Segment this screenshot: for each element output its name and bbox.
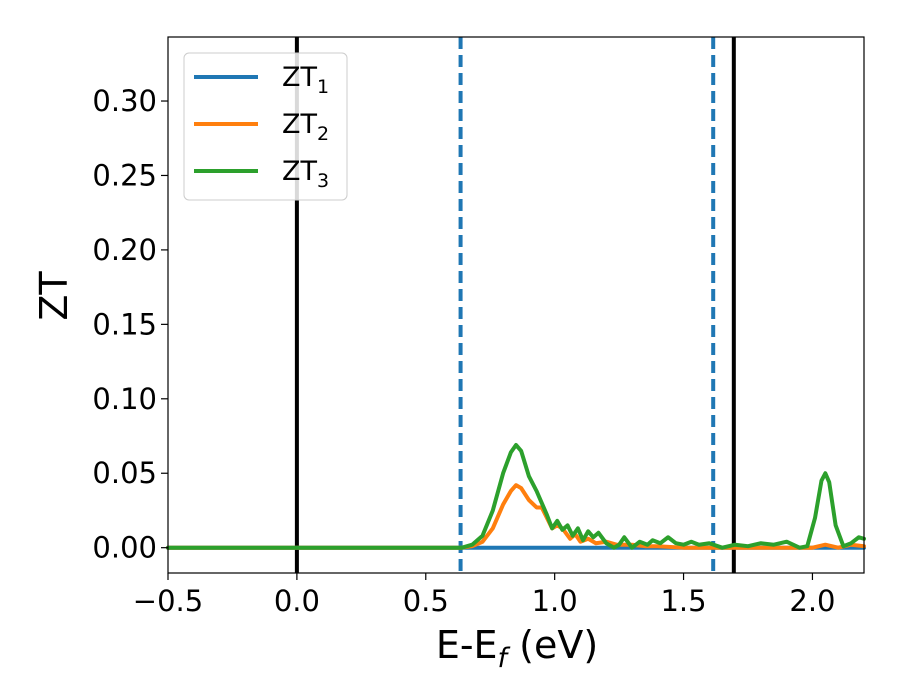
legend-label-zt3: ZT3	[282, 156, 329, 192]
x-axis-ticks: −0.5 0.0 0.5 1.0 1.5 2.0	[133, 573, 836, 618]
legend-entry-zt2: ZT2	[194, 109, 329, 145]
y-tick-label: 0.20	[92, 233, 157, 267]
x-axis-label: E-Ef (eV)	[436, 623, 598, 674]
x-tick-label: −0.5	[133, 584, 203, 618]
series-lines	[166, 442, 866, 550]
series-line-zt3	[166, 442, 866, 550]
y-axis-ticks: 0.00 0.05 0.10 0.15 0.20 0.25 0.30	[92, 84, 168, 565]
legend-label-zt3-subscript: 3	[317, 170, 329, 192]
x-tick-label: 1.0	[532, 584, 578, 618]
legend-label-zt2-main: ZT	[282, 109, 317, 140]
legend-label-zt3-main: ZT	[282, 156, 317, 187]
legend-label-zt1: ZT1	[282, 62, 329, 98]
legend-label-zt2: ZT2	[282, 109, 329, 145]
legend-label-zt2-subscript: 2	[317, 123, 329, 145]
x-axis-label-main: E-E	[436, 623, 498, 667]
legend-label-zt1-subscript: 1	[317, 76, 329, 98]
y-tick-label: 0.05	[92, 456, 157, 490]
axes-frame	[167, 36, 865, 574]
legend-entry-zt1: ZT1	[194, 62, 329, 98]
y-tick-label: 0.30	[92, 84, 157, 118]
y-tick-label: 0.00	[92, 531, 157, 565]
x-tick-label: 0.0	[274, 584, 320, 618]
y-axis-label: ZT	[32, 271, 76, 321]
x-tick-label: 0.5	[403, 584, 449, 618]
y-tick-label: 0.10	[92, 382, 157, 416]
y-tick-label: 0.25	[92, 158, 157, 192]
legend: ZT1 ZT2 ZT3	[183, 52, 348, 201]
y-tick-label: 0.15	[92, 307, 157, 341]
legend-label-zt1-main: ZT	[282, 62, 317, 93]
legend-box	[183, 52, 348, 201]
legend-entry-zt3: ZT3	[194, 156, 329, 192]
x-axis-label-units: (eV)	[507, 623, 598, 667]
x-tick-label: 2.0	[789, 584, 835, 618]
x-tick-label: 1.5	[660, 584, 706, 618]
